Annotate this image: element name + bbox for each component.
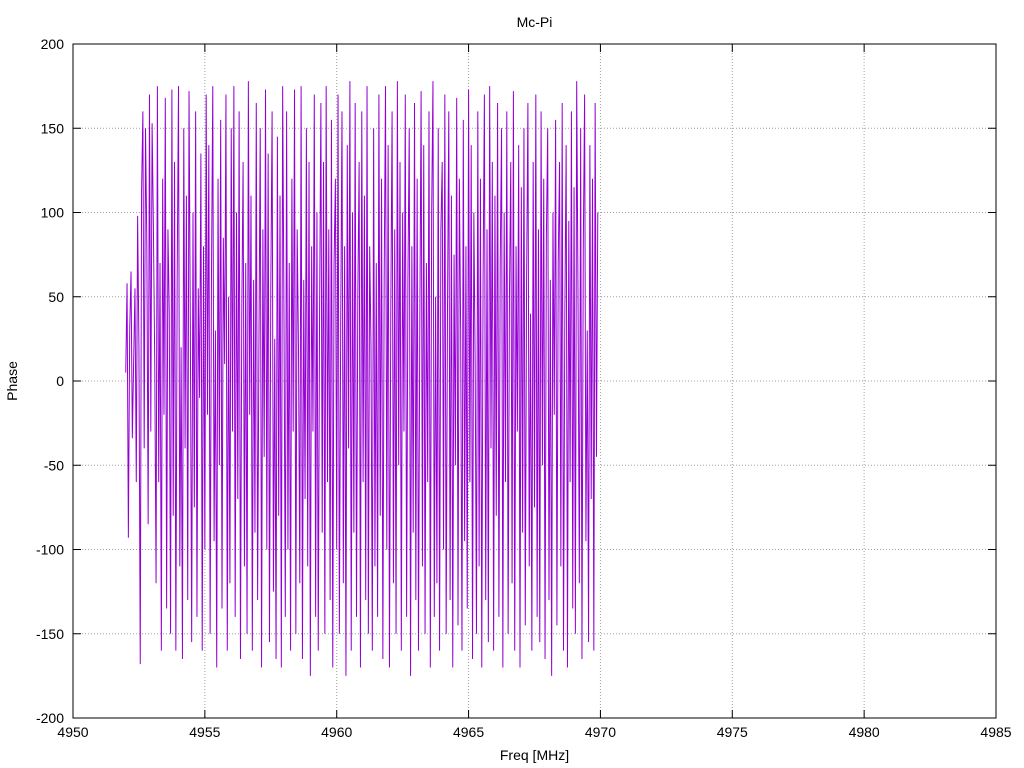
y-tick-label: 200 [41,36,65,52]
y-tick-label: -200 [36,710,64,726]
y-tick-label: 50 [48,289,64,305]
x-axis-title: Freq [MHz] [500,747,569,763]
x-tick-labels: 4950 4955 4960 4965 4970 4975 4980 4985 [57,724,1011,740]
x-tick-label: 4975 [717,724,748,740]
y-axis-title: Phase [4,361,20,401]
y-tick-label: -150 [36,626,64,642]
y-tick-label: 0 [56,373,64,389]
y-tick-label: -100 [36,542,64,558]
x-tick-label: 4960 [321,724,352,740]
y-tick-label: 150 [41,120,65,136]
y-tick-label: -50 [44,457,64,473]
tick-marks [72,43,997,719]
y-tick-label: 100 [41,205,65,221]
series-group [125,81,599,676]
x-tick-label: 4970 [585,724,616,740]
y-tick-labels: -200 -150 -100 -50 0 50 100 150 200 [36,36,64,726]
phase-series-line [125,81,599,676]
x-tick-label: 4950 [57,724,88,740]
x-tick-label: 4985 [980,724,1011,740]
x-tick-label: 4980 [849,724,880,740]
x-tick-label: 4955 [189,724,220,740]
x-tick-label: 4965 [453,724,484,740]
chart-title: Mc-Pi [517,14,553,30]
